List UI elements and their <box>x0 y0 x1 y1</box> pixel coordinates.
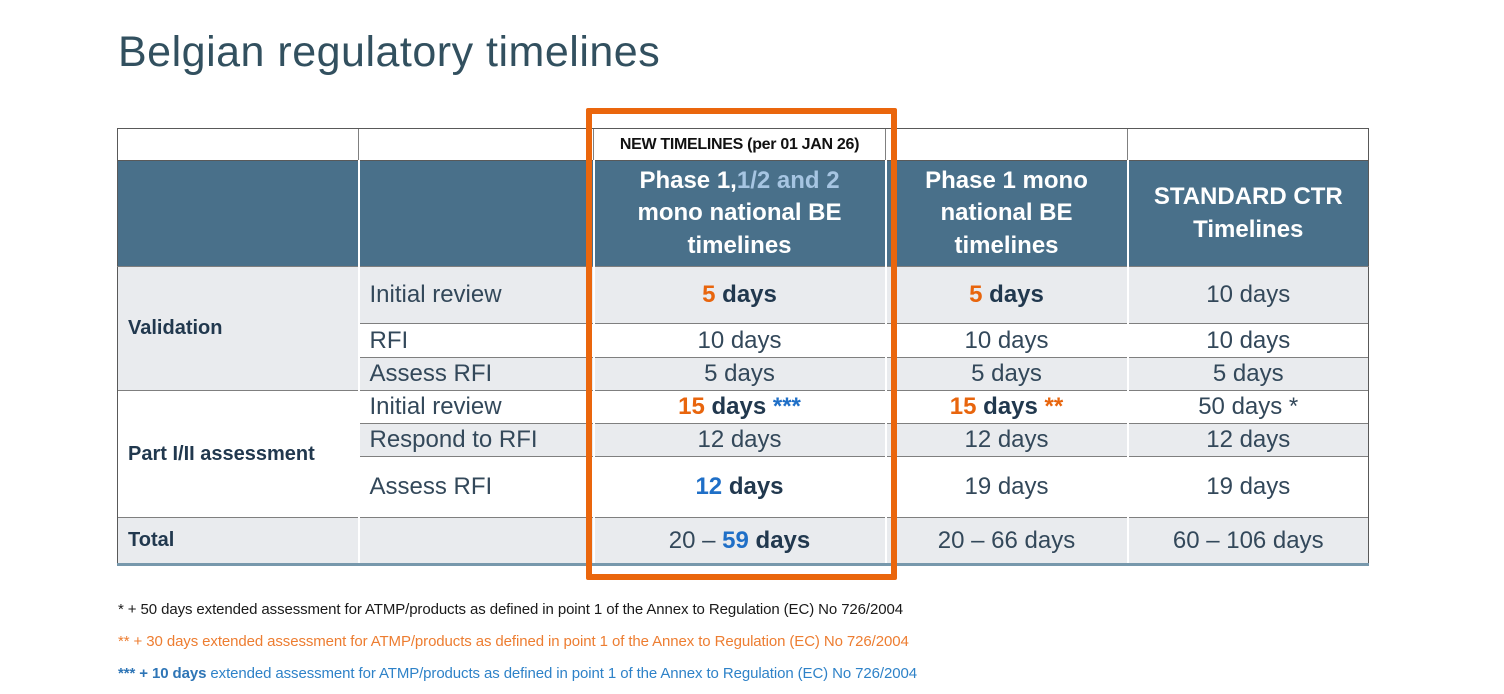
banner-cell-empty <box>1127 128 1369 161</box>
header-text: mono national BE timelines <box>637 199 842 259</box>
row-label: Respond to RFI <box>357 423 594 457</box>
value-cell: 12 days <box>884 423 1128 457</box>
total-value-cell: 60 – 106 days <box>1126 517 1369 567</box>
value-unit: days <box>748 526 811 554</box>
header-standard-ctr: STANDARD CTR Timelines <box>1126 160 1369 268</box>
footnote-3: *** + 10 days extended assessment for AT… <box>118 665 917 682</box>
value-number: 5 <box>969 281 983 309</box>
header-phase-1-12-2: Phase 1,1/2 and 2 mono national BE timel… <box>592 160 886 268</box>
value-cell: 15 days *** <box>592 390 886 424</box>
header-row: Phase 1,1/2 and 2 mono national BE timel… <box>117 160 1369 268</box>
row-label: Initial review <box>357 390 594 424</box>
value-number: 5 <box>702 281 716 309</box>
value-cell: 12 days <box>1126 423 1369 457</box>
header-cell-empty <box>357 160 594 268</box>
group-label-total: Total <box>117 517 359 567</box>
value-cell: 5 days <box>884 357 1128 391</box>
new-timelines-banner: NEW TIMELINES (per 01 JAN 26) <box>593 128 886 161</box>
row-label: Initial review <box>357 266 594 324</box>
total-cell-empty <box>357 517 594 567</box>
value-cell: 5 days <box>884 266 1128 324</box>
table-row: Assess RFI 12 days 19 days 19 days <box>118 456 1369 518</box>
table-row: Validation Initial review 5 days 5 days … <box>117 266 1369 391</box>
header-phase-1-mono: Phase 1 mono national BE timelines <box>884 160 1128 268</box>
row-label: Assess RFI <box>357 456 594 518</box>
header-text-light: 1/2 and 2 <box>736 167 840 194</box>
banner-cell-empty <box>358 128 594 161</box>
value-unit: days <box>715 281 777 309</box>
value-cell: 10 days <box>884 323 1128 358</box>
value-cell: 5 days <box>1126 357 1369 391</box>
footnote-marker: ** <box>1044 393 1064 421</box>
banner-cell-empty <box>117 128 359 161</box>
value-cell: 12 days <box>592 423 886 457</box>
value-cell: 19 days <box>884 456 1128 518</box>
footnote-2: ** + 30 days extended assessment for ATM… <box>118 633 909 650</box>
banner-row: NEW TIMELINES (per 01 JAN 26) <box>117 128 1369 161</box>
value-unit: days <box>704 393 773 421</box>
row-label: RFI <box>357 323 594 358</box>
value-cell: 50 days * <box>1126 390 1369 424</box>
value-range: 20 – <box>668 526 723 554</box>
banner-cell-empty <box>885 128 1128 161</box>
page-title: Belgian regulatory timelines <box>118 28 661 76</box>
table-row: Respond to RFI 12 days 12 days 12 days <box>118 423 1369 457</box>
total-value-cell: 20 – 59 days <box>592 517 886 567</box>
value-number: 59 <box>722 526 749 554</box>
total-value-cell: 20 – 66 days <box>884 517 1128 567</box>
header-cell-empty <box>117 160 359 268</box>
value-cell: 15 days ** <box>884 390 1128 424</box>
value-cell: 10 days <box>1126 323 1369 358</box>
value-number: 15 <box>678 393 705 421</box>
value-cell: 10 days <box>592 323 886 358</box>
value-cell: 5 days <box>592 357 886 391</box>
value-number: 12 <box>695 473 723 501</box>
footnote-marker: *** <box>772 393 801 421</box>
value-cell: 10 days <box>1126 266 1369 324</box>
table-row: RFI 10 days 10 days 10 days <box>118 323 1369 358</box>
value-number: 15 <box>949 393 977 421</box>
table-row: Part I/II assessment Initial review 15 d… <box>117 390 1369 518</box>
total-row: Total 20 – 59 days 20 – 66 days 60 – 106… <box>117 517 1369 567</box>
footnote-3-bold: *** + 10 days <box>118 665 207 682</box>
footnote-1: * + 50 days extended assessment for ATMP… <box>118 601 903 618</box>
footnote-3-text: extended assessment for ATMP/products as… <box>206 665 917 682</box>
value-cell: 19 days <box>1126 456 1369 518</box>
value-cell: 5 days <box>592 266 886 324</box>
group-label-validation: Validation <box>117 266 359 391</box>
value-unit: days <box>976 393 1045 421</box>
value-unit: days <box>982 281 1044 309</box>
value-cell: 12 days <box>592 456 886 518</box>
timelines-table: NEW TIMELINES (per 01 JAN 26) Phase 1,1/… <box>117 128 1369 567</box>
header-text: Phase 1, <box>639 167 737 194</box>
value-unit: days <box>722 473 784 501</box>
row-label: Assess RFI <box>357 357 594 391</box>
table-row: Assess RFI 5 days 5 days 5 days <box>118 357 1369 391</box>
group-label-part-i-ii: Part I/II assessment <box>117 390 359 518</box>
